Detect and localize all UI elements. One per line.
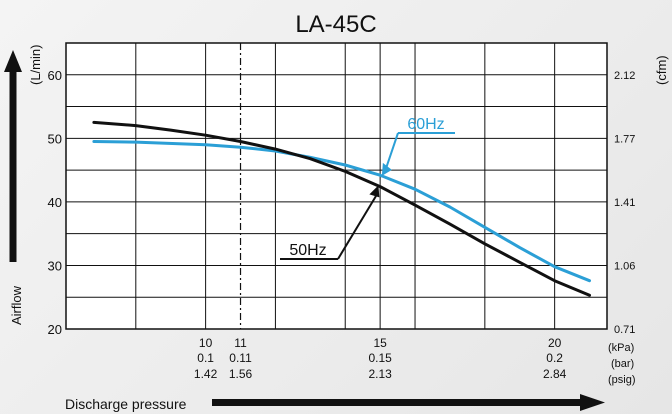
y-tick-label: 60 [48,68,62,83]
y-right-tick-label: 1.41 [614,197,635,209]
x-tick-psig: 2.13 [368,367,392,381]
pressure-arrow-shaft [212,399,582,406]
x-tick-kpa: 10 [199,336,213,350]
airflow-arrow-icon [4,50,22,72]
x-tick-kpa: 20 [548,336,562,350]
x-unit-bar: (bar) [611,358,634,370]
x-tick-bar: 0.11 [229,351,252,365]
series-callouts: 60Hz 50Hz [280,116,455,260]
plot-background [66,43,607,329]
x-tick-psig: 1.42 [194,367,218,381]
x-tick-psig: 2.84 [543,367,567,381]
x-tick-kpa: 11 [234,336,247,350]
x-ticks: 100.1 1.42 110.11 1.56 150.15 2.13 200.2 2.84 [194,336,567,381]
y-ticks-left: 20 30 40 50 60 [48,68,62,337]
series-layer [92,120,591,297]
y-axis-label: Airflow [9,285,24,325]
series-label-50hz: 50Hz [289,242,326,259]
x-axis-label: Discharge pressure [65,396,187,412]
y-right-tick-label: 2.12 [614,70,635,82]
x-tick-bar: 0.15 [368,351,392,365]
series-line-60hz [92,140,591,283]
y-right-tick-label: 1.06 [614,260,635,272]
x-unit-kpa: (kPa) [608,342,634,354]
plot-frame [65,42,608,330]
plot-area [66,43,607,329]
chart-title: LA-45C [295,11,376,38]
y-ticks-right: 2.12 1.77 1.41 1.06 0.71 [614,70,635,336]
series-label-60hz: 60Hz [407,116,444,133]
x-tick-psig: 1.56 [229,367,253,381]
callout-50hz-leader [337,194,378,260]
x-tick-kpa: 15 [373,336,387,350]
pressure-arrow-icon [580,394,605,411]
callout-50hz-arrowhead-icon [369,185,380,198]
y-tick-label: 20 [48,322,62,337]
y-tick-label: 50 [48,131,62,146]
airflow-arrow-shaft [9,72,17,262]
callout-60hz-leader [384,132,399,170]
x-tick-bar: 0.1 [197,351,214,365]
y-right-tick-label: 1.77 [614,133,635,145]
y-axis-unit-right: (cfm) [654,55,669,85]
x-unit-psig: (psig) [608,374,636,386]
y-axis-unit-left: (L/min) [28,45,43,85]
x-tick-bar: 0.2 [546,351,563,365]
callout-60hz-arrowhead-icon [381,162,392,176]
y-tick-label: 30 [48,258,62,273]
y-tick-label: 40 [48,195,62,210]
y-right-tick-label: 0.71 [614,324,635,336]
plot-border [65,42,608,330]
series-line-50hz [92,120,591,297]
